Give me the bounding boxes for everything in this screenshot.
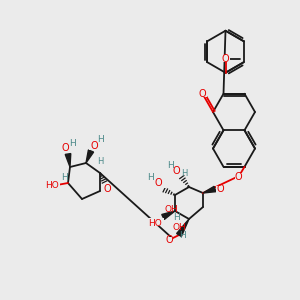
FancyBboxPatch shape: [221, 55, 230, 62]
Polygon shape: [203, 186, 216, 193]
Text: H: H: [180, 230, 186, 239]
Text: HO: HO: [148, 218, 162, 227]
FancyBboxPatch shape: [199, 90, 206, 97]
FancyBboxPatch shape: [165, 236, 173, 244]
FancyBboxPatch shape: [148, 218, 164, 226]
FancyBboxPatch shape: [235, 173, 242, 180]
Text: O: O: [165, 235, 173, 245]
Text: O: O: [216, 184, 224, 194]
Text: H: H: [61, 172, 68, 182]
FancyBboxPatch shape: [89, 142, 99, 150]
Text: O: O: [199, 89, 206, 99]
FancyBboxPatch shape: [60, 145, 70, 153]
FancyBboxPatch shape: [215, 185, 224, 193]
FancyBboxPatch shape: [103, 184, 111, 191]
Text: H: H: [147, 173, 153, 182]
Polygon shape: [162, 211, 175, 220]
Text: O: O: [222, 54, 229, 64]
Text: H: H: [181, 169, 187, 178]
Text: H: H: [97, 136, 104, 145]
Text: H: H: [167, 160, 173, 169]
FancyBboxPatch shape: [152, 180, 166, 188]
Text: HO: HO: [45, 181, 59, 190]
Text: OH: OH: [172, 223, 186, 232]
Text: OH: OH: [164, 205, 178, 214]
FancyBboxPatch shape: [44, 181, 60, 189]
Text: O: O: [90, 141, 98, 151]
Text: O: O: [103, 184, 111, 194]
Text: H: H: [174, 212, 180, 221]
Text: H: H: [70, 139, 76, 148]
Polygon shape: [65, 154, 71, 167]
Text: O: O: [172, 166, 180, 176]
Polygon shape: [86, 150, 94, 163]
Polygon shape: [177, 219, 189, 236]
Text: O: O: [235, 172, 242, 182]
FancyBboxPatch shape: [170, 167, 184, 175]
Text: O: O: [154, 178, 162, 188]
Text: O: O: [61, 143, 69, 153]
Text: H: H: [97, 157, 103, 166]
